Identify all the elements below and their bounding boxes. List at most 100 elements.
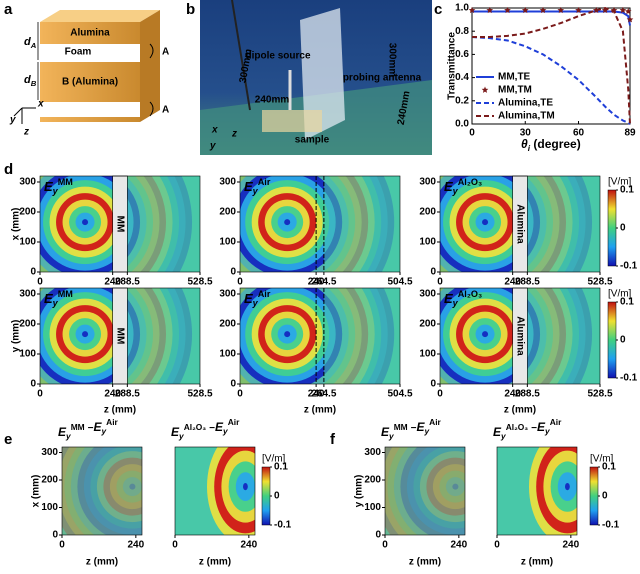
y-tick-label: 100 <box>19 349 36 360</box>
field-tail <box>323 288 400 384</box>
marker <box>601 6 609 14</box>
y-axis-label: y (mm) <box>354 475 365 508</box>
field-label: EyAir <box>244 289 271 308</box>
label-part: y <box>452 186 459 196</box>
x-axis-label: z (mm) <box>409 557 441 568</box>
panel-b-photo <box>200 0 432 155</box>
label-part: Al₂O₃ <box>458 177 482 187</box>
label-part: E <box>381 425 390 439</box>
label-part: Air <box>258 177 271 187</box>
photo-label: probing antenna <box>343 73 422 84</box>
axis-label: z <box>23 127 29 138</box>
axis-label: x <box>37 99 44 110</box>
y-tick-label: 0.0 <box>455 119 469 130</box>
label-part: MM <box>71 422 85 432</box>
label-part: y <box>178 431 184 441</box>
colorbar <box>607 301 617 379</box>
marker <box>619 6 627 14</box>
field-ring <box>62 447 142 535</box>
field-ring <box>109 464 142 510</box>
field-ring <box>385 447 465 535</box>
y-tick-label: 200 <box>219 319 236 330</box>
colorbar <box>589 466 599 526</box>
series-line <box>472 10 631 26</box>
field-label: EyAl₂O₃ <box>444 289 482 308</box>
y-tick-label: 200 <box>364 475 381 486</box>
label-part: E <box>537 420 546 434</box>
label-part: y <box>52 298 59 308</box>
axis-label: x <box>211 125 218 136</box>
x-tick-label: 240 <box>504 277 521 288</box>
x-tick-label: 30 <box>520 128 532 139</box>
field-label: EyAir <box>244 177 271 196</box>
field-ring <box>482 219 489 226</box>
label-part: E <box>44 179 53 194</box>
x-tick-label: 240 <box>128 540 145 551</box>
map-label: EyMM −EyAir <box>58 417 119 441</box>
label-part: Al₂O₃ <box>506 422 529 432</box>
field-label: EyMM <box>44 289 73 308</box>
panel-letter: e <box>4 431 12 448</box>
field-ring <box>284 219 291 226</box>
field-ring <box>62 447 142 535</box>
y-axis-label: x (mm) <box>11 208 22 241</box>
map-label: EyMM −EyAir <box>381 417 442 441</box>
y-tick-label: 0 <box>430 267 436 278</box>
period-label: dA <box>24 36 36 50</box>
map-frame <box>61 446 143 536</box>
y-tick-label: 0.6 <box>455 49 469 60</box>
label-part: E <box>244 179 253 194</box>
marker <box>626 16 634 23</box>
field-ring <box>103 457 142 516</box>
panel-letter: f <box>330 431 336 448</box>
y-tick-label: 0.8 <box>455 26 469 37</box>
x-tick-label: 0 <box>494 540 500 551</box>
slab-label: Alumina <box>514 204 525 244</box>
label-part: (degree) <box>530 137 581 151</box>
x-tick-label: 0 <box>382 540 388 551</box>
field-map <box>385 447 465 535</box>
field-ring <box>129 483 136 490</box>
layer-label: Foam <box>65 47 92 58</box>
field-ring <box>432 464 465 510</box>
field-ring <box>62 447 142 535</box>
y-tick-label: 300 <box>19 289 36 300</box>
plot-frame <box>471 7 631 125</box>
label-part: y <box>101 426 107 436</box>
field-ring <box>565 483 570 491</box>
x-axis-label: z (mm) <box>199 557 231 568</box>
y-tick-label: 200 <box>19 207 36 218</box>
x-tick-label: 288.5 <box>115 277 140 288</box>
field-tail <box>127 176 200 272</box>
y-tick-label: 200 <box>419 207 436 218</box>
x-tick-label: 60 <box>573 128 585 139</box>
field-map <box>240 288 400 384</box>
label-part: Air <box>258 289 271 299</box>
field-map <box>240 176 400 272</box>
label-part: Air <box>429 417 441 427</box>
x-tick-label: 240 <box>504 389 521 400</box>
colorbar-tick-label: 0.1 <box>620 185 634 196</box>
label-part: Air <box>550 417 562 427</box>
field-ring <box>96 451 142 523</box>
axis-label: z <box>231 129 237 140</box>
x-tick-label: 0 <box>469 128 475 139</box>
y-tick-label: 300 <box>41 447 58 458</box>
label-part: − <box>531 423 537 434</box>
field-ring <box>83 447 142 535</box>
legend-label: Alumina,TM <box>498 111 555 122</box>
colorbar-unit: [V/m] <box>590 454 614 465</box>
label-part: MM <box>394 422 408 432</box>
field-ring <box>62 447 142 535</box>
label-part: θ <box>521 137 528 151</box>
x-tick-label: 528.5 <box>587 277 612 288</box>
field-label: EyAl₂O₃ <box>444 177 482 196</box>
marker <box>557 6 565 14</box>
map-frame <box>439 287 601 385</box>
field-ring <box>243 483 248 491</box>
field-map <box>40 288 200 384</box>
x-tick-label: 288.5 <box>115 389 140 400</box>
field-tail <box>323 176 400 272</box>
y-tick-label: 0 <box>52 530 58 541</box>
label-part: E <box>244 291 253 306</box>
